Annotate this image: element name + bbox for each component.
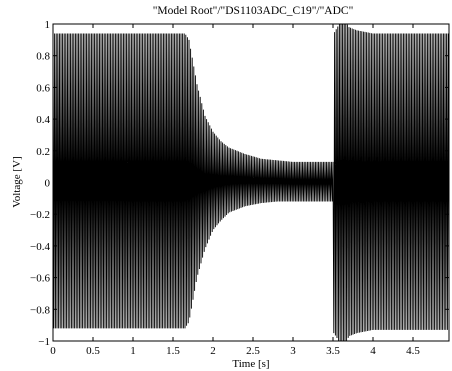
axis-ticks: 0 0.5 1 1.5 2 2.5 3 3.5 4 4.5 −1 −0.8 −0.6 −0.4 −0.2 0 0… bbox=[30, 19, 449, 357]
y-tick-label: −0.4 bbox=[30, 241, 50, 253]
x-tick-label: 2 bbox=[210, 345, 216, 357]
y-tick-label: 1 bbox=[45, 19, 51, 31]
y-tick-label: 0 bbox=[45, 178, 51, 190]
x-tick-label: 3 bbox=[290, 345, 296, 357]
x-axis-label: Time [s] bbox=[232, 358, 269, 370]
y-tick-label: 0.2 bbox=[36, 146, 50, 158]
series-line-0 bbox=[53, 24, 449, 341]
y-tick-label: −0.8 bbox=[30, 304, 50, 316]
y-tick-label: −0.6 bbox=[30, 273, 50, 285]
y-tick-label: 0.4 bbox=[36, 114, 50, 126]
y-tick-label: 0.6 bbox=[36, 82, 50, 94]
y-axis-label: Voltage [V] bbox=[11, 156, 23, 207]
x-tick-label: 1.5 bbox=[166, 345, 180, 357]
plot-data-area bbox=[53, 24, 449, 341]
y-tick-label: −1 bbox=[38, 336, 50, 348]
x-tick-label: 0.5 bbox=[86, 345, 100, 357]
x-tick-label: 0 bbox=[50, 345, 56, 357]
y-tick-label: 0.8 bbox=[36, 51, 50, 63]
chart-title: "Model Root"/"DS1103ADC_C19"/"ADC" bbox=[153, 5, 354, 17]
y-tick-label: −0.2 bbox=[30, 209, 50, 221]
x-tick-label: 3.5 bbox=[326, 345, 340, 357]
x-tick-label: 4 bbox=[370, 345, 376, 357]
x-tick-label: 2.5 bbox=[246, 345, 260, 357]
x-tick-label: 4.5 bbox=[406, 345, 420, 357]
x-tick-label: 1 bbox=[130, 345, 136, 357]
